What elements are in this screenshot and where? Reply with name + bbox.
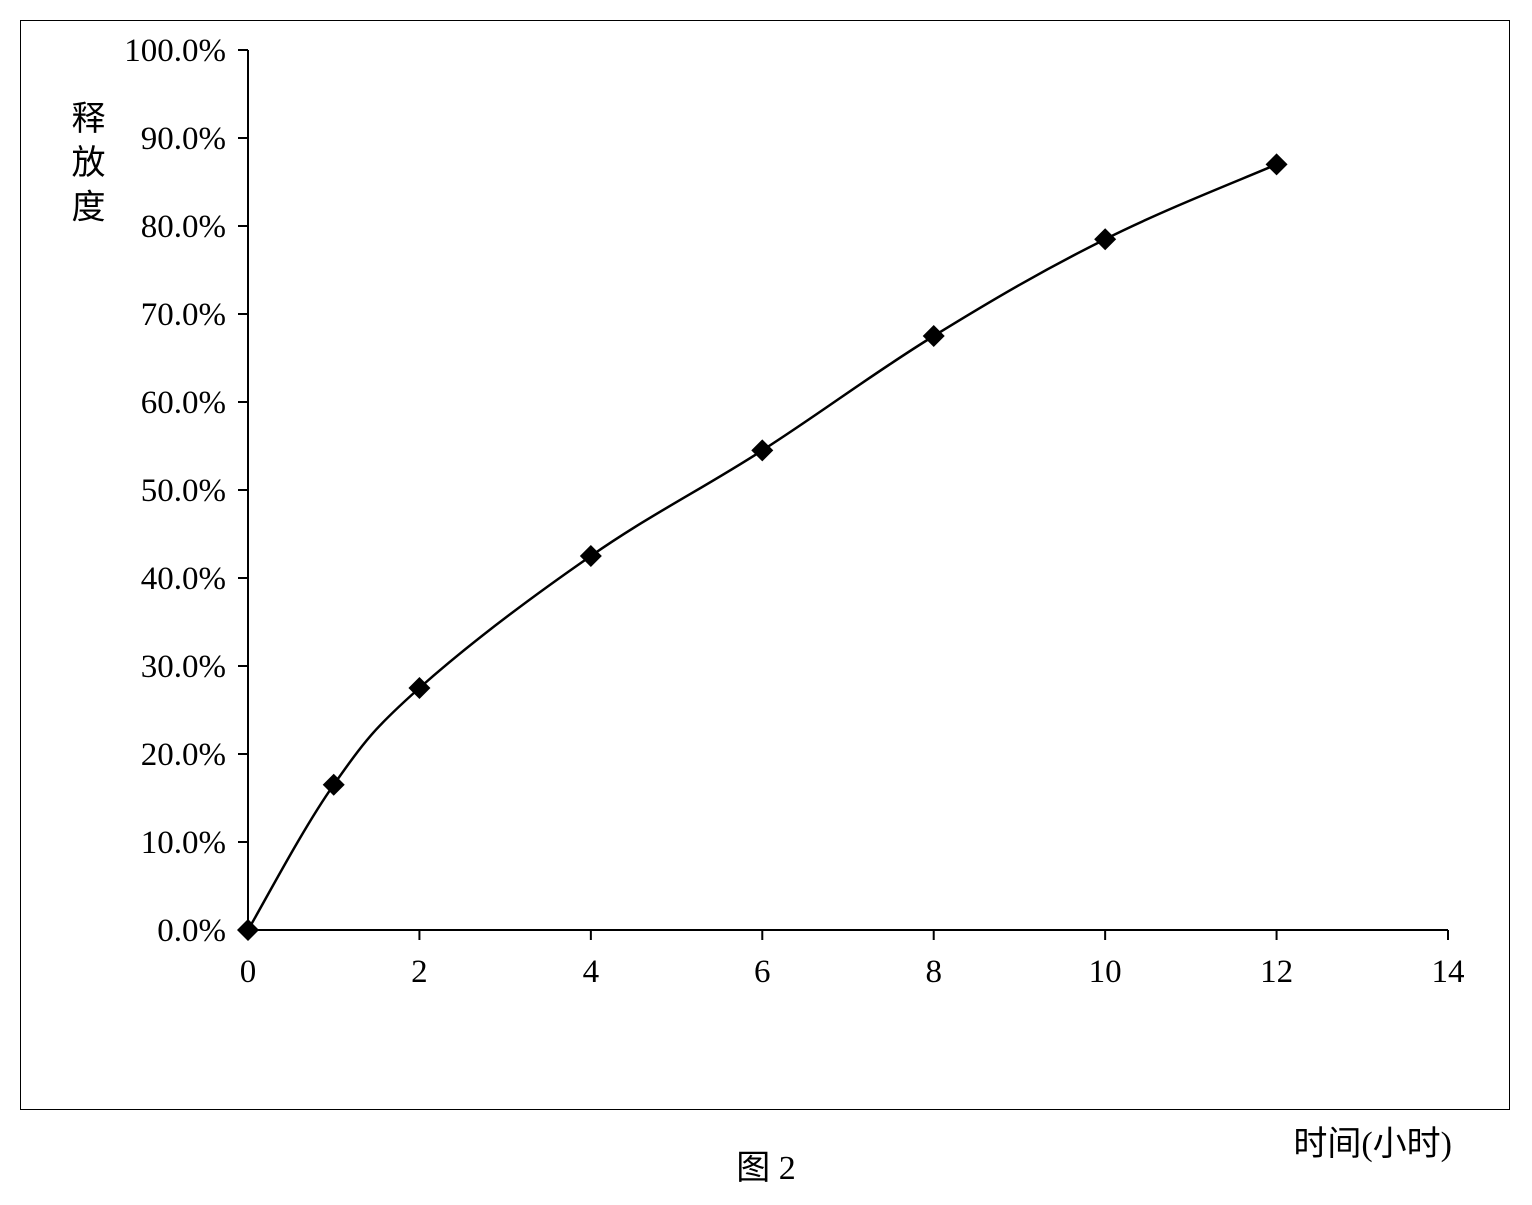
figure-caption: 图 2	[0, 1140, 1532, 1189]
svg-text:100.0%: 100.0%	[124, 33, 226, 69]
svg-text:10: 10	[1089, 954, 1122, 990]
svg-text:12: 12	[1260, 954, 1293, 990]
svg-text:50.0%: 50.0%	[141, 473, 226, 509]
svg-text:2: 2	[411, 954, 428, 990]
svg-text:60.0%: 60.0%	[141, 385, 226, 421]
svg-text:6: 6	[754, 954, 771, 990]
svg-text:8: 8	[925, 954, 942, 990]
svg-text:40.0%: 40.0%	[141, 561, 226, 597]
svg-text:70.0%: 70.0%	[141, 297, 226, 333]
svg-text:20.0%: 20.0%	[141, 737, 226, 773]
svg-text:10.0%: 10.0%	[141, 825, 226, 861]
svg-text:0.0%: 0.0%	[157, 913, 226, 949]
svg-text:90.0%: 90.0%	[141, 121, 226, 157]
svg-text:4: 4	[583, 954, 600, 990]
svg-text:80.0%: 80.0%	[141, 209, 226, 245]
svg-text:30.0%: 30.0%	[141, 649, 226, 685]
svg-text:14: 14	[1432, 954, 1465, 990]
chart-plot: 0.0% 10.0% 20.0% 30.0% 40.0% 50.0% 60.0% 70.0% 8…	[78, 30, 1478, 1010]
svg-text:0: 0	[240, 954, 257, 990]
